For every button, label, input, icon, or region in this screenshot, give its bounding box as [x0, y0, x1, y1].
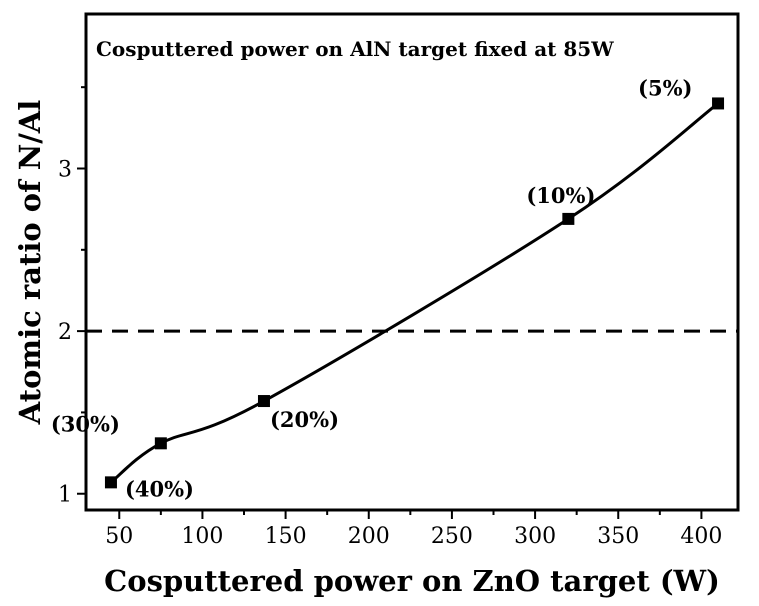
- y-tick-label: 3: [58, 157, 72, 182]
- x-tick-label: 300: [514, 524, 556, 549]
- point-label: (5%): [638, 75, 692, 100]
- data-point-marker: [257, 395, 270, 408]
- x-tick-label: 150: [265, 524, 307, 549]
- x-tick-label: 50: [105, 524, 133, 549]
- x-tick-label: 350: [597, 524, 639, 549]
- y-tick-label: 1: [58, 483, 72, 508]
- x-tick-label: 250: [431, 524, 473, 549]
- marker-group: [104, 97, 725, 489]
- series-line: [110, 102, 719, 484]
- point-label: (40%): [125, 476, 194, 501]
- x-tick-label: 400: [680, 524, 722, 549]
- plot-frame: [84, 12, 740, 512]
- tick-group: 50 100 150 200 250 300 350 400 1 2 3: [58, 86, 722, 549]
- point-label: (20%): [270, 407, 339, 432]
- x-tick-label: 200: [348, 524, 390, 549]
- point-label: (30%): [51, 411, 120, 436]
- data-point-marker: [104, 476, 117, 489]
- y-tick-label: 2: [58, 320, 72, 345]
- point-label-group: (40%) (30%) (20%) (10%) (5%): [51, 75, 693, 501]
- chart-title: Cosputtered power on AlN target fixed at…: [96, 37, 614, 61]
- data-point-marker: [562, 212, 575, 225]
- point-label: (10%): [526, 183, 595, 208]
- x-axis-title: Cosputtered power on ZnO target (W): [104, 564, 720, 598]
- x-tick-label: 100: [181, 524, 223, 549]
- y-axis-title: Atomic ratio of N/Al: [13, 100, 47, 426]
- data-point-marker: [154, 437, 167, 450]
- data-point-marker: [712, 97, 725, 110]
